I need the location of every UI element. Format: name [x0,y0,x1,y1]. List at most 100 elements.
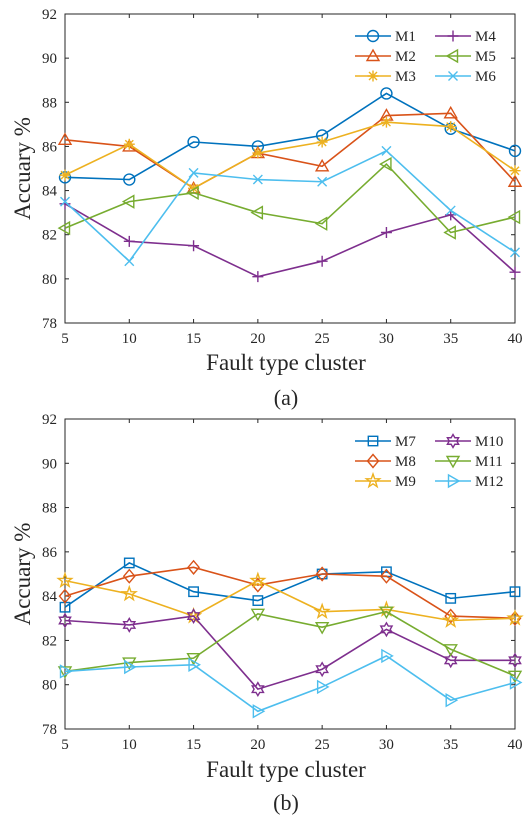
data-point-m12 [252,704,266,719]
panel-label: (b) [273,790,299,815]
legend-item-m12: M12 [435,473,503,490]
y-tick-label: 90 [42,456,57,472]
data-point-m6 [60,196,70,207]
y-axis-label: Accuary % [10,117,35,220]
x-tick-label: 15 [186,331,201,347]
legend-marker [445,48,459,64]
legend-item-m7: M7 [355,434,416,450]
y-tick-label: 86 [42,139,58,155]
x-tick-label: 30 [379,331,394,347]
panel-b: 5 10 15 20 25 30 35 40 78 80 82 84 86 88 90 92 Fault typ… [10,412,524,815]
data-point-m7 [123,557,135,569]
data-point-m10 [443,652,458,669]
data-point-m3 [509,165,521,177]
data-point-m10 [508,652,522,669]
data-point-m5 [250,205,264,220]
data-point-m4 [509,266,521,278]
legend-item-m6: M6 [435,69,496,85]
y-tick-label: 80 [42,678,57,694]
panel-b-legend: M7 M8 M9 M10 M11 M12 [355,433,503,490]
data-point-m8 [315,566,329,582]
y-tick-label: 80 [42,272,57,288]
data-point-m8 [380,568,393,584]
data-point-m4 [380,227,392,239]
data-point-m5 [121,194,135,209]
data-point-m4 [188,240,200,252]
x-tick-label: 15 [186,737,201,753]
y-tick-label: 84 [42,184,58,200]
legend-label: M2 [395,49,416,65]
x-tick-label: 25 [315,331,330,347]
data-point-m4 [123,235,135,247]
x-tick-label: 25 [315,737,330,753]
series-line-m5 [64,162,516,234]
data-point-m6 [124,256,135,267]
data-point-m6 [317,176,328,187]
series-line-m4 [64,203,516,278]
legend-marker [364,471,382,489]
legend-label: M9 [395,474,416,490]
data-point-m9 [249,571,267,589]
data-point-m10 [379,621,394,638]
data-point-m10 [58,612,72,629]
series-m3 [59,116,521,194]
data-point-m2 [314,158,330,172]
data-point-m1 [380,87,393,100]
legend-label: M5 [475,49,496,65]
data-point-m12 [381,648,394,664]
data-point-m2 [507,174,523,187]
data-point-m9 [120,584,138,602]
legend-item-m10: M10 [435,433,503,450]
data-point-m4 [252,271,264,283]
legend-label: M3 [395,69,416,85]
x-tick-label: 10 [122,331,137,347]
x-tick-label: 10 [122,737,137,753]
data-point-m5 [186,185,199,200]
legend-marker [448,71,458,81]
data-point-m10 [122,617,137,633]
legend-marker [447,30,459,42]
data-point-m12 [59,664,73,679]
series-line-m1 [64,92,516,181]
data-point-m9 [442,611,460,628]
data-point-m11 [57,666,73,679]
y-tick-label: 86 [42,545,58,561]
data-point-m6 [188,167,199,178]
legend-item-m4: M4 [435,29,496,45]
legend-item-m2: M2 [355,48,416,65]
legend-marker [445,455,461,469]
legend-item-m9: M9 [355,471,416,490]
data-point-m11 [379,606,394,620]
x-tick-label: 20 [250,331,265,347]
data-point-m3 [123,138,135,150]
data-point-m7 [188,586,199,598]
series-line-m8 [64,566,516,620]
data-point-m8 [122,568,136,584]
x-tick-label: 5 [61,331,69,347]
legend-label: M1 [395,29,416,45]
data-point-m5 [379,156,392,172]
y-tick-label: 92 [42,412,57,428]
y-tick-label: 82 [42,633,57,649]
data-point-m8 [58,588,72,604]
data-point-m9 [506,609,524,626]
data-point-m11 [122,657,137,670]
legend-item-m5: M5 [435,48,496,65]
legend-marker [367,435,379,447]
data-point-m7 [252,595,264,606]
data-point-m10 [186,608,201,624]
legend-item-m3: M3 [355,69,416,85]
data-point-m6 [252,174,263,185]
data-point-m7 [509,586,521,598]
x-tick-label: 30 [379,737,394,753]
legend-label: M10 [475,434,503,450]
data-point-m3 [59,169,71,181]
data-point-m6 [510,247,520,258]
data-point-m9 [56,571,74,589]
y-tick-label: 88 [42,501,57,517]
data-point-m5 [314,216,328,231]
series-m5 [57,156,521,240]
data-point-m6 [445,205,456,216]
legend-item-m11: M11 [435,454,503,470]
series-line-m6 [64,149,516,263]
